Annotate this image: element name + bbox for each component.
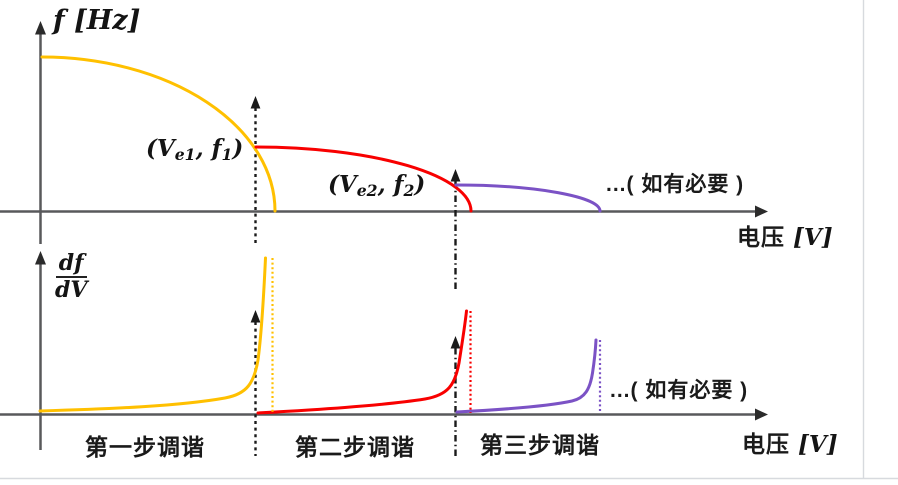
guide-arrow-ve2-bottom-icon xyxy=(450,336,461,349)
step1-label: 第一步调谐 xyxy=(85,434,205,460)
guide-arrow-ve2-top-icon xyxy=(450,169,461,182)
point-label-ve1-f1: (Ve1, f1) xyxy=(146,135,243,164)
step3-label: 第三步调谐 xyxy=(480,432,600,458)
curve-step3-slope xyxy=(455,338,598,414)
dfdv-denominator: dV xyxy=(55,277,88,304)
bottom-x-axis-label-unit: [V] xyxy=(798,431,838,458)
ve1-close: ) xyxy=(232,135,244,162)
bottom-x-axis-label-text: 电压 xyxy=(742,431,790,457)
ve1-sub2: 1 xyxy=(221,144,233,164)
guide-arrow-ve1-bottom-icon xyxy=(250,310,261,323)
step2-label: 第二步调谐 xyxy=(295,434,415,460)
bottom-y-axis-arrow-icon xyxy=(35,251,46,265)
ve2-open: (V xyxy=(328,171,357,198)
dfdv-numerator: df xyxy=(55,251,87,279)
dfdv-fraction: df dV xyxy=(52,251,90,304)
top-x-axis-label-unit: [V] xyxy=(793,224,833,251)
ve2-mid: , f xyxy=(377,171,404,198)
top-y-axis-label: f [Hz] xyxy=(53,5,141,36)
curve-step2-frequency xyxy=(254,145,473,213)
curve-step1-slope xyxy=(38,256,267,413)
ve2-sub: e2 xyxy=(356,180,378,200)
top-x-axis-label-text: 电压 xyxy=(737,224,785,250)
bottom-x-axis-arrow-icon xyxy=(755,408,768,421)
bottom-y-axis-label: df dV xyxy=(52,250,90,302)
ve2-sub2: 2 xyxy=(403,180,415,200)
ve2-close: ) xyxy=(414,171,426,198)
guide-arrow-ve1-top-icon xyxy=(250,96,261,109)
top-y-axis-arrow-icon xyxy=(35,21,46,35)
top-more-if-needed-note: ...( 如有必要 ) xyxy=(606,173,745,196)
bottom-more-if-needed-note: ...( 如有必要 ) xyxy=(610,379,749,402)
top-x-axis-arrow-icon xyxy=(755,205,768,218)
ve1-sub: e1 xyxy=(174,144,196,164)
top-x-axis-label: 电压 [V] xyxy=(737,218,833,252)
point-label-ve2-f2: (Ve2, f2) xyxy=(328,171,425,200)
curve-step3-frequency xyxy=(454,183,602,213)
ve1-open: (V xyxy=(146,135,175,162)
bottom-x-axis-label: 电压 [V] xyxy=(742,425,838,459)
ve1-mid: , f xyxy=(195,135,222,162)
curve-step2-slope xyxy=(256,309,468,415)
curve-step1-frequency xyxy=(40,55,277,213)
